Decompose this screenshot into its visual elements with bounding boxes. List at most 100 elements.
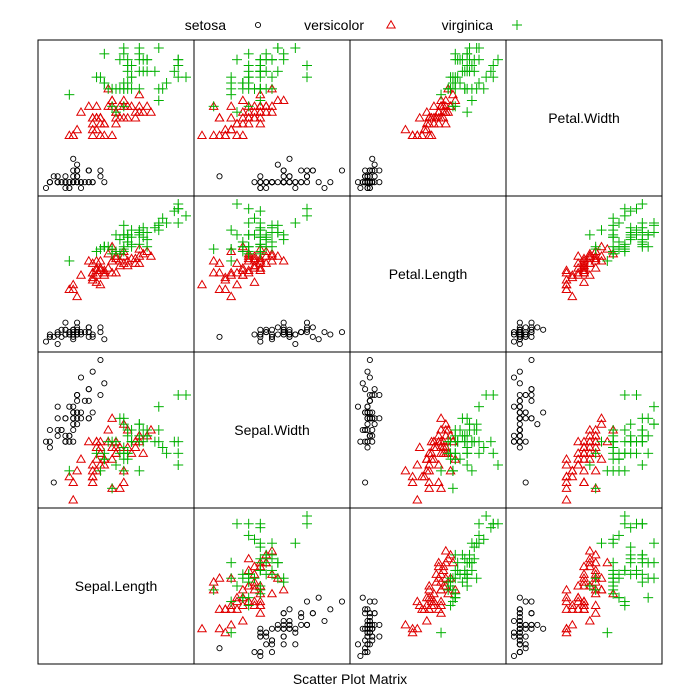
point-versicolor <box>95 448 106 457</box>
point-versicolor <box>278 255 289 265</box>
point-setosa <box>77 184 85 192</box>
point-setosa <box>257 629 264 636</box>
point-virginica <box>619 390 630 400</box>
point-virginica <box>169 206 180 217</box>
point-versicolor <box>138 106 149 116</box>
point-versicolor <box>431 442 442 452</box>
point-virginica <box>118 101 129 112</box>
point-virginica <box>608 232 619 243</box>
point-setosa <box>85 167 92 174</box>
panel-sepal-length-vs-petal-length <box>37 195 195 353</box>
point-versicolor <box>226 246 237 255</box>
point-setosa <box>516 633 523 640</box>
point-virginica <box>462 107 473 118</box>
point-virginica <box>443 584 454 595</box>
point-versicolor <box>255 101 266 110</box>
point-versicolor <box>438 580 449 590</box>
point-virginica <box>452 72 463 83</box>
point-virginica <box>208 584 219 595</box>
point-virginica <box>255 565 266 576</box>
point-virginica <box>450 101 461 112</box>
point-versicolor <box>249 112 260 122</box>
point-virginica <box>237 592 248 603</box>
panel-frame <box>505 507 663 665</box>
point-virginica <box>649 538 659 549</box>
point-virginica <box>232 54 242 65</box>
point-versicolor <box>584 553 595 563</box>
point-virginica <box>91 448 102 459</box>
point-versicolor <box>95 436 106 446</box>
point-setosa <box>257 652 264 660</box>
point-virginica <box>237 78 248 88</box>
point-setosa <box>371 610 378 617</box>
point-setosa <box>280 179 287 186</box>
point-virginica <box>450 454 461 465</box>
point-setosa <box>528 397 535 404</box>
point-versicolor <box>578 265 590 274</box>
point-setosa <box>58 179 65 186</box>
point-setosa <box>309 324 316 331</box>
point-virginica <box>474 78 485 88</box>
point-versicolor <box>220 604 231 613</box>
point-versicolor <box>261 106 272 116</box>
point-setosa <box>364 179 371 186</box>
point-versicolor <box>243 553 254 563</box>
point-setosa <box>74 173 81 180</box>
point-versicolor <box>596 418 607 428</box>
point-virginica <box>290 217 301 228</box>
point-versicolor <box>412 459 423 469</box>
point-setosa <box>338 167 346 174</box>
point-versicolor <box>231 267 243 277</box>
point-virginica <box>637 222 648 233</box>
point-virginica <box>471 83 482 94</box>
point-virginica <box>478 534 489 545</box>
point-virginica <box>474 518 485 529</box>
point-versicolor <box>110 267 122 277</box>
point-setosa <box>70 173 77 180</box>
point-setosa <box>366 167 373 174</box>
point-versicolor <box>95 279 106 289</box>
point-setosa <box>286 625 293 632</box>
point-setosa <box>362 606 369 613</box>
point-virginica <box>447 573 458 584</box>
point-setosa <box>528 621 535 628</box>
point-versicolor <box>249 262 260 272</box>
point-setosa <box>97 391 104 399</box>
point-versicolor <box>243 106 254 116</box>
point-virginica <box>255 538 266 549</box>
diagonal-label-sepal-width: Sepal.Width <box>234 422 309 438</box>
point-setosa <box>364 426 371 434</box>
point-setosa <box>528 610 535 617</box>
point-virginica <box>608 220 619 231</box>
point-setosa <box>528 415 535 422</box>
point-versicolor <box>220 124 231 134</box>
point-versicolor <box>431 576 442 586</box>
point-virginica <box>261 569 272 580</box>
point-setosa <box>362 409 369 416</box>
point-versicolor <box>72 124 83 134</box>
point-setosa <box>528 386 535 393</box>
point-setosa <box>280 610 287 617</box>
point-setosa <box>362 625 369 632</box>
point-virginica <box>111 460 121 470</box>
point-virginica <box>103 83 114 94</box>
panel-sepal-width-vs-petal-length <box>193 195 351 353</box>
point-versicolor <box>412 596 423 606</box>
point-virginica <box>272 227 283 238</box>
point-versicolor <box>91 101 102 110</box>
point-setosa <box>74 326 81 333</box>
point-setosa <box>268 179 276 186</box>
point-virginica <box>226 573 237 584</box>
point-versicolor <box>578 442 590 452</box>
point-versicolor <box>214 130 225 140</box>
point-virginica <box>608 241 619 252</box>
point-setosa <box>70 415 77 422</box>
point-virginica <box>452 565 463 576</box>
point-versicolor <box>421 106 432 116</box>
point-virginica <box>153 95 164 106</box>
point-setosa <box>369 432 376 439</box>
point-virginica <box>619 425 630 435</box>
point-versicolor <box>145 106 157 116</box>
point-setosa <box>321 184 328 192</box>
point-virginica <box>157 442 168 453</box>
